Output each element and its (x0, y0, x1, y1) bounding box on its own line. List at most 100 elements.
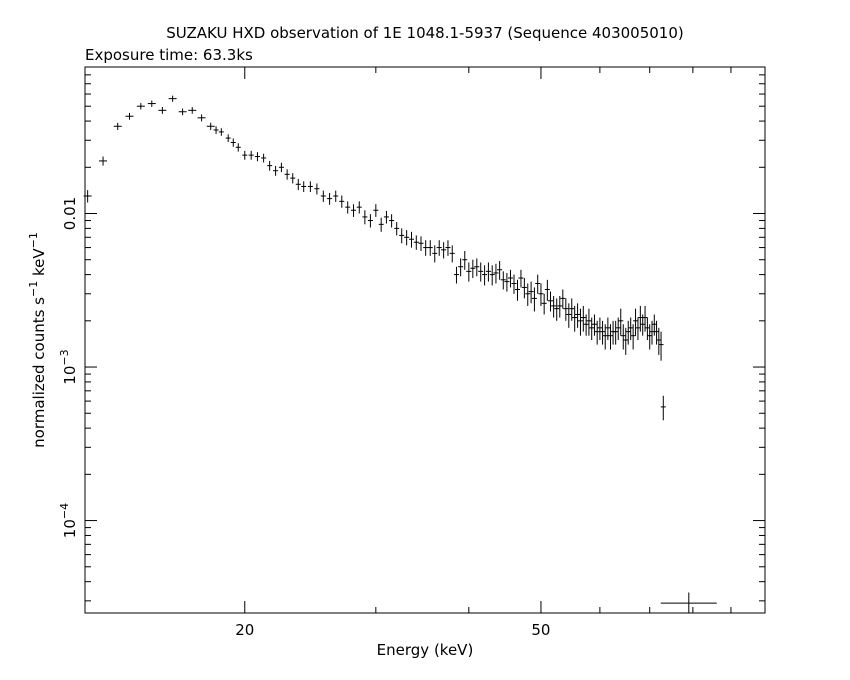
chart-title: SUZAKU HXD observation of 1E 1048.1-5937… (166, 24, 684, 42)
data-point (647, 324, 653, 350)
data-point (389, 214, 395, 228)
data-point (544, 279, 550, 301)
data-point (404, 230, 410, 246)
data-points (83, 95, 717, 613)
y-axis-label-sup1: −1 (27, 281, 40, 297)
data-point (178, 108, 187, 116)
data-point (320, 190, 326, 202)
data-point (225, 134, 231, 143)
data-point (362, 210, 368, 225)
data-point (654, 320, 660, 345)
data-point (500, 271, 506, 290)
data-point (557, 296, 563, 318)
data-point (514, 279, 520, 301)
y-tick-label: 10−4 (58, 503, 79, 538)
data-point (399, 228, 405, 244)
data-point (248, 150, 254, 160)
data-point (351, 204, 357, 217)
y-tick-label: 0.01 (61, 197, 79, 230)
data-point (644, 317, 650, 340)
data-point (206, 122, 215, 130)
data-point (649, 320, 655, 345)
data-point (628, 317, 634, 340)
plot-frame (84, 66, 766, 614)
data-point (605, 317, 611, 340)
data-point (583, 314, 589, 336)
data-point (560, 289, 566, 309)
data-point (507, 269, 513, 288)
data-point (83, 190, 92, 203)
data-point (591, 314, 597, 336)
data-point (575, 303, 581, 328)
y-axis-label-mid: keV (30, 248, 48, 281)
data-point (511, 274, 517, 294)
data-point (637, 305, 643, 332)
data-point (518, 269, 524, 288)
data-point (314, 183, 320, 195)
data-point (413, 235, 419, 250)
data-point (242, 150, 248, 160)
data-point (548, 291, 554, 312)
exposure-time-label: Exposure time: 63.3ks (85, 46, 253, 64)
data-point (261, 153, 267, 163)
data-point (301, 181, 307, 193)
data-point (660, 592, 717, 613)
data-point (615, 317, 621, 340)
data-point (586, 308, 592, 336)
data-point (188, 107, 197, 114)
data-point (635, 317, 641, 340)
data-point (345, 201, 351, 214)
data-point (504, 272, 510, 292)
data-point (478, 262, 484, 282)
data-point (474, 258, 480, 277)
data-point (307, 181, 313, 193)
data-point (427, 240, 433, 256)
data-point (651, 314, 657, 336)
data-point (254, 152, 260, 162)
data-point (168, 95, 177, 102)
data-point (623, 327, 629, 355)
data-point (470, 259, 476, 279)
data-point (441, 242, 447, 259)
data-point (566, 303, 572, 328)
data-point (333, 190, 339, 202)
data-point (383, 210, 389, 224)
data-point (521, 278, 527, 299)
data-point (551, 296, 557, 318)
data-point (656, 327, 662, 355)
y-tick-label: 10−3 (58, 349, 79, 384)
data-point (295, 178, 301, 191)
y-axis-label-base: normalized counts s (30, 297, 48, 448)
data-point (600, 320, 606, 345)
data-point (466, 262, 472, 282)
data-point (594, 320, 600, 345)
data-point (278, 162, 284, 173)
x-tick-label: 50 (531, 621, 550, 639)
data-point (147, 100, 156, 107)
data-point (453, 266, 459, 284)
data-point (482, 265, 488, 286)
data-point (580, 305, 586, 332)
data-point (607, 324, 613, 350)
data-point (218, 128, 224, 136)
data-point (630, 324, 636, 350)
data-point (554, 298, 560, 321)
data-point (378, 217, 384, 232)
data-point (409, 231, 415, 248)
data-point (577, 308, 583, 336)
data-point (356, 201, 362, 214)
data-point (197, 114, 206, 122)
data-point (158, 106, 167, 114)
data-point (230, 138, 236, 147)
data-point (625, 320, 631, 345)
data-point (273, 165, 279, 176)
data-point (589, 317, 595, 340)
data-point (418, 236, 424, 251)
data-point (99, 156, 108, 166)
data-point (493, 263, 499, 284)
data-point (572, 305, 578, 332)
data-point (620, 324, 626, 350)
data-point (213, 126, 219, 134)
data-point (613, 320, 619, 345)
